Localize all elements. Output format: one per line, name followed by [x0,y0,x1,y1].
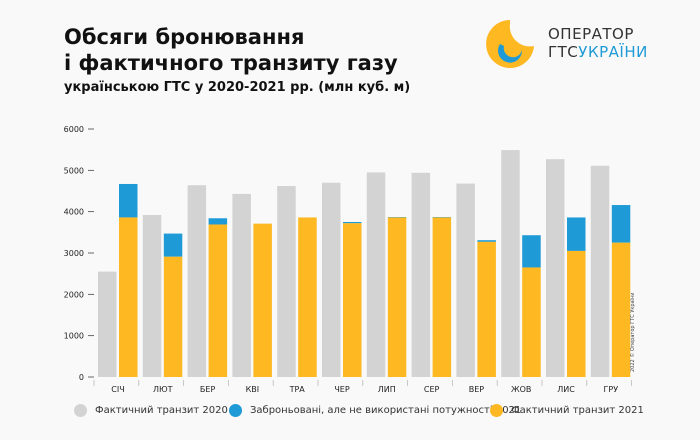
legend-item-2020: Фактичний транзит 2020 [74,404,228,417]
x-tick-label: БЕР [200,385,216,394]
x-tick-label: ЛИС [557,385,575,394]
x-tick-label: ЧЕР [334,385,350,394]
bar-reserved-unused-2021 [522,235,541,268]
chart-title: Обсяги бронювання і фактичного транзиту … [64,24,398,76]
x-tick-label: ТРА [289,385,306,394]
y-tick-label: 5000 [64,166,84,175]
y-tick-label: 6000 [64,125,84,134]
logo-text-ukraine: УКРАЇНИ [578,43,648,61]
bar-transit-2020 [232,193,251,377]
legend-item-2021: Фактичний транзит 2021 [490,404,644,417]
bar-transit-2021 [567,250,586,377]
x-tick-label: ЛИП [378,385,396,394]
legend-item-reserved: Заброньовані, але не використані потужно… [229,404,521,417]
bar-transit-2020 [187,185,207,377]
legend-label: Фактичний транзит 2021 [511,405,644,416]
bar-transit-2020 [546,159,565,377]
y-tick-label: 4000 [64,208,84,217]
bar-transit-2021 [343,223,362,377]
bar-transit-2020 [366,172,386,377]
bar-transit-2021 [163,256,183,377]
bar-transit-2021 [387,217,407,377]
bar-transit-2021 [119,217,138,377]
bar-transit-2020 [501,150,520,377]
bar-reserved-unused-2021 [611,205,631,243]
x-tick-label: СІЧ [111,385,124,394]
legend-swatch [490,404,503,417]
bar-transit-2021 [208,224,228,377]
bar-reserved-unused-2021 [343,222,362,224]
logo-text-2: ГТСУКРАЇНИ [548,43,648,61]
bar-transit-2021 [477,241,496,377]
bar-transit-2020 [322,182,341,377]
logo-swirl-icon [486,20,534,68]
chart-subtitle: українською ГТС у 2020-2021 рр. (млн куб… [64,80,411,95]
bar-transit-2020 [456,183,475,377]
bar-transit-2020 [98,271,117,377]
x-tick-label: ЖОВ [511,385,531,394]
bar-reserved-unused-2021 [119,183,138,218]
logo-text-gts: ГТС [548,43,579,61]
bar-transit-2021 [611,242,631,377]
x-tick-label: ГРУ [604,385,619,394]
bar-reserved-unused-2021 [477,240,496,242]
x-tick-label: ВЕР [469,385,485,394]
y-tick-label: 2000 [64,290,84,299]
legend-swatch [74,404,87,417]
bar-transit-2021 [522,267,541,377]
x-tick-label: ЛЮТ [153,385,173,394]
copyright: 2022 © Оператор ГТС України [630,292,636,372]
company-logo: ОПЕРАТОР ГТСУКРАЇНИ [480,16,650,68]
bar-transit-2020 [277,186,296,377]
bar-reserved-unused-2021 [567,217,586,251]
bar-transit-2021 [253,223,272,377]
y-tick-label: 3000 [64,249,84,258]
bar-transit-2021 [298,217,317,377]
x-tick-label: СЕР [424,385,440,394]
logo-text-1: ОПЕРАТОР [548,25,634,43]
y-tick-label: 1000 [64,332,84,341]
bar-transit-2020 [590,165,610,377]
title-line-1: Обсяги бронювання [64,25,305,49]
y-tick-label: 0 [79,373,84,382]
legend-label: Заброньовані, але не використані потужно… [250,405,522,416]
legend-label: Фактичний транзит 2020 [95,405,228,416]
bar-transit-2021 [432,217,452,377]
bar-reserved-unused-2021 [208,218,228,225]
bar-transit-2020 [142,214,162,377]
x-tick-label: КВІ [246,385,260,394]
title-line-2: і фактичного транзиту газу [64,51,398,75]
legend-swatch [229,404,242,417]
bar-reserved-unused-2021 [163,233,183,257]
bar-transit-2020 [411,172,431,377]
